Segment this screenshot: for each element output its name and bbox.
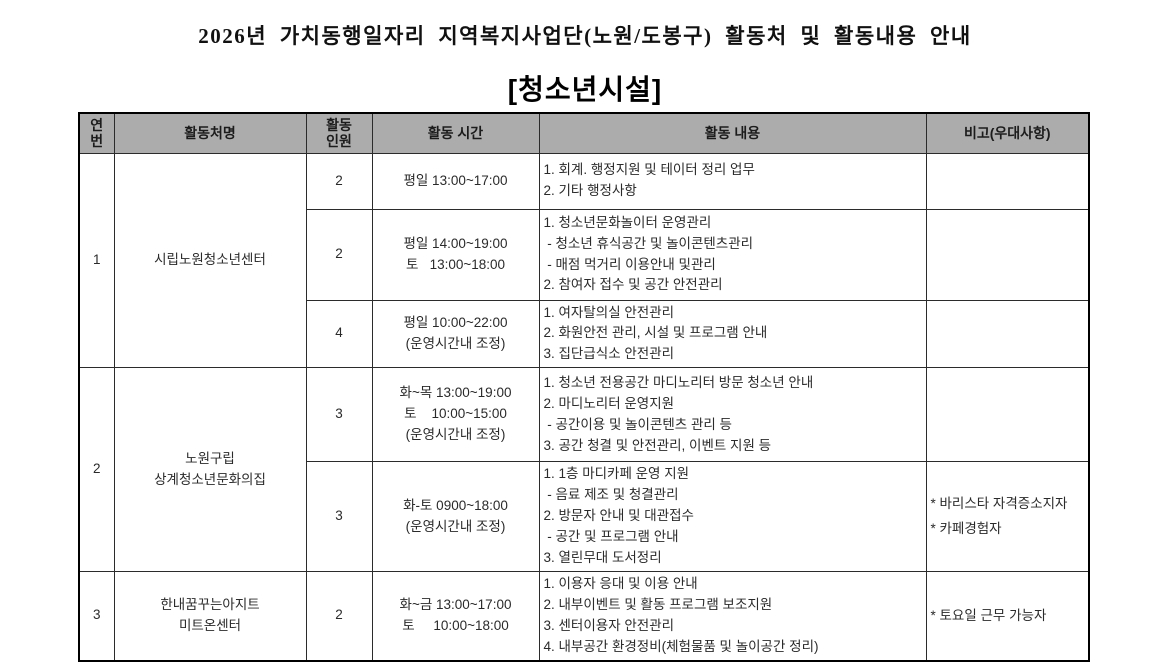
cell-content: 1. 여자탈의실 안전관리 2. 화원안전 관리, 시설 및 프로그램 안내 3…: [538, 299, 927, 369]
cell-people: 4: [305, 299, 373, 369]
cell-group-no: 3: [78, 570, 115, 662]
cell-time: 화~금 13:00~17:00 토 10:00~18:00: [371, 570, 540, 662]
cell-place-name: 시립노원청소년센터: [113, 152, 307, 369]
cell-note: [925, 299, 1090, 369]
table-row: 3 한내꿈꾸는아지트 미트온센터 2 화~금 13:00~17:00 토 10:…: [78, 570, 1090, 662]
table-row: 3 화-토 0900~18:00 (운영시간내 조정) 1. 1층 마디카페 운…: [79, 461, 1090, 572]
cell-content: 1. 회계. 행정지원 및 테이터 정리 업무 2. 기타 행정사항: [538, 152, 927, 210]
cell-people: 3: [305, 367, 373, 463]
cell-people: 2: [305, 570, 373, 662]
cell-content: 1. 청소년 전용공간 마디노리터 방문 청소년 안내 2. 마디노리터 운영지…: [538, 367, 927, 463]
cell-people: 2: [305, 152, 373, 210]
cell-content: 1. 1층 마디카페 운영 지원 - 음료 제조 및 청결관리 2. 방문자 안…: [538, 461, 927, 572]
cell-time: 화-토 0900~18:00 (운영시간내 조정): [371, 461, 540, 572]
table-row: 1 시립노원청소년센터 2 평일 13:00~17:00 1. 회계. 행정지원…: [78, 152, 1090, 369]
cell-place-name: 한내꿈꾸는아지트 미트온센터: [113, 570, 307, 662]
cell-time: 화~목 13:00~19:00 토 10:00~15:00 (운영시간내 조정): [371, 367, 540, 463]
cell-note: * 토요일 근무 가능자: [925, 570, 1090, 662]
doc-title: 2026년 가치동행일자리 지역복지사업단(노원/도봉구) 활동처 및 활동내용…: [198, 24, 972, 48]
cell-note: [925, 367, 1090, 463]
cell-time: 평일 14:00~19:00 토 13:00~18:00: [371, 208, 540, 301]
table-row: 4 평일 10:00~22:00 (운영시간내 조정) 1. 여자탈의실 안전관…: [79, 299, 1090, 369]
cell-place-name: 노원구립 상계청소년문화의집: [113, 367, 307, 572]
cell-content: 1. 청소년문화놀이터 운영관리 - 청소년 휴식공간 및 놀이콘텐츠관리 - …: [538, 208, 927, 301]
cell-people: 3: [305, 461, 373, 572]
table-header-row: 연번 활동처명 활동 인원 활동 시간 활동 내용 비고(우대사항): [78, 112, 1090, 154]
col-header-note: 비고(우대사항): [925, 112, 1090, 154]
cell-time: 평일 13:00~17:00: [371, 152, 540, 210]
activity-table: 연번 활동처명 활동 인원 활동 시간 활동 내용 비고(우대사항) 1 시립노…: [78, 112, 1090, 662]
cell-time: 평일 10:00~22:00 (운영시간내 조정): [371, 299, 540, 369]
cell-group-no: 1: [78, 152, 115, 369]
table-row: 2 평일 14:00~19:00 토 13:00~18:00 1. 청소년문화놀…: [79, 208, 1090, 301]
cell-note: * 바리스타 자격증소지자 * 카페경험자: [925, 461, 1090, 572]
col-header-time: 활동 시간: [371, 112, 540, 154]
cell-content: 1. 이용자 응대 및 이용 안내 2. 내부이벤트 및 활동 프로그램 보조지…: [538, 570, 927, 662]
cell-note: [925, 208, 1090, 301]
cell-group-no: 2: [78, 367, 115, 572]
col-header-content: 활동 내용: [538, 112, 927, 154]
col-header-place: 활동처명: [113, 112, 307, 154]
doc-subtitle: [청소년시설]: [507, 74, 663, 105]
cell-people: 2: [305, 208, 373, 301]
col-header-people: 활동 인원: [305, 112, 373, 154]
table-row: 2 노원구립 상계청소년문화의집 3 화~목 13:00~19:00 토 10:…: [78, 367, 1090, 572]
cell-note: [925, 152, 1090, 210]
col-header-no: 연번: [78, 112, 115, 154]
